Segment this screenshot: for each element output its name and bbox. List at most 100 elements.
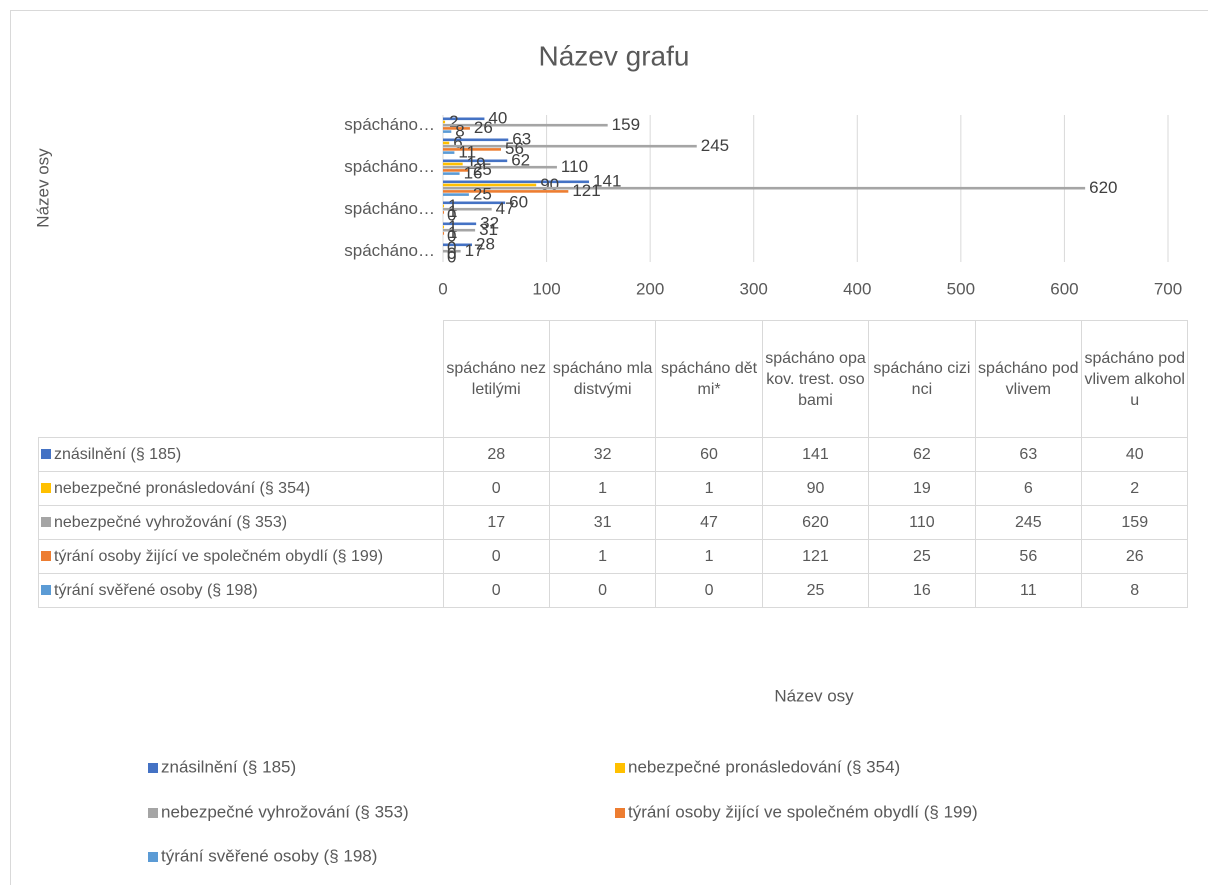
table-row: týrání osoby žijící ve společném obydlí … (38, 539, 1189, 574)
value-cell: 19 (868, 471, 976, 506)
x-tick-label: 300 (740, 279, 768, 298)
value-cell: 141 (761, 437, 870, 472)
y-tick-label: spácháno… (344, 199, 435, 218)
data-label: 159 (612, 115, 640, 134)
header-cell: spácháno nezletilými (442, 320, 550, 438)
data-label: 62 (511, 151, 530, 170)
y-tick-label: spácháno… (344, 157, 435, 176)
x-tick-label: 400 (843, 279, 871, 298)
value-cell: 0 (442, 539, 550, 574)
bar (443, 165, 557, 169)
table-row: týrání svěřené osoby (§ 198) 0 0 0 25 16 11 8 (38, 573, 1189, 608)
data-label: 47 (496, 199, 515, 218)
value-cell: 121 (761, 539, 870, 574)
data-label: 40 (488, 109, 507, 128)
bar (443, 141, 450, 145)
value-cell: 56 (974, 539, 1083, 574)
bar (443, 151, 455, 154)
bar (443, 120, 446, 124)
legend-key (41, 449, 51, 459)
legend-key (41, 483, 51, 493)
series-cell: nebezpečné pronásledování (§ 354) (38, 471, 444, 506)
bar (443, 127, 470, 130)
bar (443, 225, 445, 229)
series-name: týrání osoby žijící ve společném obydlí … (54, 548, 384, 565)
data-label: 1 (448, 196, 457, 215)
series-cell: týrání osoby žijící ve společném obydlí … (38, 539, 444, 574)
value-cell: 1 (548, 471, 657, 506)
table-row: znásilnění (§ 185) 28 32 60 141 62 63 40 (38, 437, 1189, 472)
data-label: 1 (448, 202, 457, 221)
data-label: 11 (458, 142, 476, 161)
legend-key (41, 585, 51, 595)
value-cell: 6 (974, 471, 1083, 506)
value-cell: 0 (548, 573, 657, 608)
data-label: 245 (701, 136, 729, 155)
value-cell: 32 (548, 437, 657, 472)
series-name: znásilnění (§ 185) (54, 446, 182, 463)
data-label: 141 (593, 172, 621, 191)
legend-key (615, 808, 625, 818)
x-tick-label: 500 (947, 279, 975, 298)
value-cell: 28 (442, 437, 550, 472)
legend-key (148, 808, 158, 818)
data-label: 1 (448, 217, 457, 236)
bar (443, 201, 506, 205)
data-label: 26 (474, 118, 493, 137)
data-table: spácháno nezletilými spácháno mladistvými… (38, 320, 1189, 608)
bar (443, 162, 463, 166)
value-cell: 47 (655, 505, 763, 540)
value-cell: 620 (761, 505, 870, 540)
legend-label: nebezpečné vyhrožování (§ 353) (161, 802, 409, 821)
value-cell: 26 (1081, 539, 1189, 574)
value-cell: 62 (868, 437, 976, 472)
legend-label: znásilnění (§ 185) (161, 757, 296, 776)
bar (443, 159, 508, 163)
value-cell: 16 (868, 573, 976, 608)
bar (443, 204, 445, 208)
x-tick-label: 700 (1154, 279, 1182, 298)
header-cell: spácháno mladistvými (548, 320, 657, 438)
legend-key (148, 852, 158, 862)
bar (443, 222, 477, 226)
value-cell: 0 (442, 573, 550, 608)
data-label: 8 (455, 121, 464, 140)
blank-cell (38, 320, 444, 438)
legend-label: týrání osoby žijící ve společném obydlí … (628, 802, 978, 821)
value-cell: 90 (761, 471, 870, 506)
x-axis-title: Název osy (774, 686, 854, 705)
series-cell: znásilnění (§ 185) (38, 437, 444, 472)
value-cell: 31 (548, 505, 657, 540)
header-row: spácháno nezletilými spácháno mladistvými… (38, 320, 1189, 438)
value-cell: 1 (548, 539, 657, 574)
bar (443, 180, 590, 184)
chart-title: Název grafu (539, 40, 690, 71)
value-cell: 17 (442, 505, 550, 540)
value-cell: 0 (655, 573, 763, 608)
bar (443, 249, 461, 253)
value-cell: 0 (442, 471, 550, 506)
bar (443, 186, 1086, 190)
bar (443, 144, 697, 148)
value-cell: 1 (655, 539, 763, 574)
data-label: 0 (447, 226, 456, 245)
data-label: 0 (447, 244, 456, 263)
data-label: 25 (473, 160, 492, 179)
table-row: nebezpečné vyhrožování (§ 353) 17 31 47 620 1… (38, 505, 1189, 540)
value-cell: 2 (1081, 471, 1189, 506)
series-name: nebezpečné pronásledování (§ 354) (54, 480, 311, 497)
header-cell: spácháno pod vlivem (974, 320, 1083, 438)
bar (443, 183, 537, 187)
bar (443, 169, 469, 172)
value-cell: 25 (761, 573, 870, 608)
bar (443, 228, 476, 232)
y-tick-label: spácháno… (344, 115, 435, 134)
data-label: 6 (453, 133, 462, 152)
legend-label: týrání svěřené osoby (§ 198) (161, 846, 377, 865)
series-cell: týrání svěřené osoby (§ 198) (38, 573, 444, 608)
data-label: 25 (473, 184, 492, 203)
data-label: 63 (512, 130, 531, 149)
bar (443, 172, 460, 175)
value-cell: 63 (974, 437, 1083, 472)
series-cell: nebezpečné vyhrožování (§ 353) (38, 505, 444, 540)
